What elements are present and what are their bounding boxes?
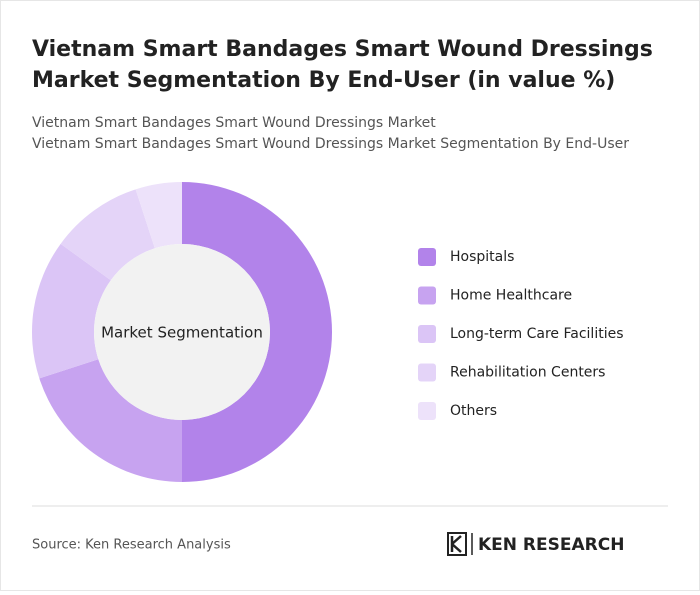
title: Vietnam Smart Bandages Smart Wound Dress…	[32, 37, 653, 62]
center-label: Market Segmentation	[101, 324, 263, 342]
source: Source: Ken Research Analysis	[32, 538, 231, 553]
legend-swatch	[418, 363, 436, 382]
donut	[32, 182, 332, 482]
donut-slice	[135, 182, 182, 249]
logo-icon	[447, 532, 467, 556]
legend-label: Others	[450, 403, 497, 419]
donut-slice	[32, 243, 111, 379]
subtitle: Vietnam Smart Bandages Smart Wound Dress…	[32, 136, 629, 152]
donut-hole	[94, 244, 270, 420]
logo-icon	[450, 535, 462, 553]
donut-slice	[60, 189, 155, 281]
legend-label: Home Healthcare	[450, 288, 572, 304]
subtitle: Vietnam Smart Bandages Smart Wound Dress…	[32, 115, 436, 131]
legend: Hospitals Home Healthcare Long-term Care F…	[418, 248, 624, 420]
legend-swatch	[418, 402, 436, 420]
donut-slice	[182, 182, 332, 482]
legend-label: Rehabilitation Centers	[450, 365, 605, 381]
legend-swatch	[418, 286, 436, 305]
legend-swatch	[418, 248, 436, 266]
donut-slice	[39, 359, 182, 482]
title: Market Segmentation By End-User (in valu…	[32, 68, 615, 93]
legend-swatch	[418, 325, 436, 343]
legend-label: Long-term Care Facilities	[450, 326, 624, 342]
logo: KEN RESEARCH	[447, 532, 624, 556]
brand: KEN RESEARCH	[478, 535, 624, 555]
legend-label: Hospitals	[450, 249, 514, 265]
